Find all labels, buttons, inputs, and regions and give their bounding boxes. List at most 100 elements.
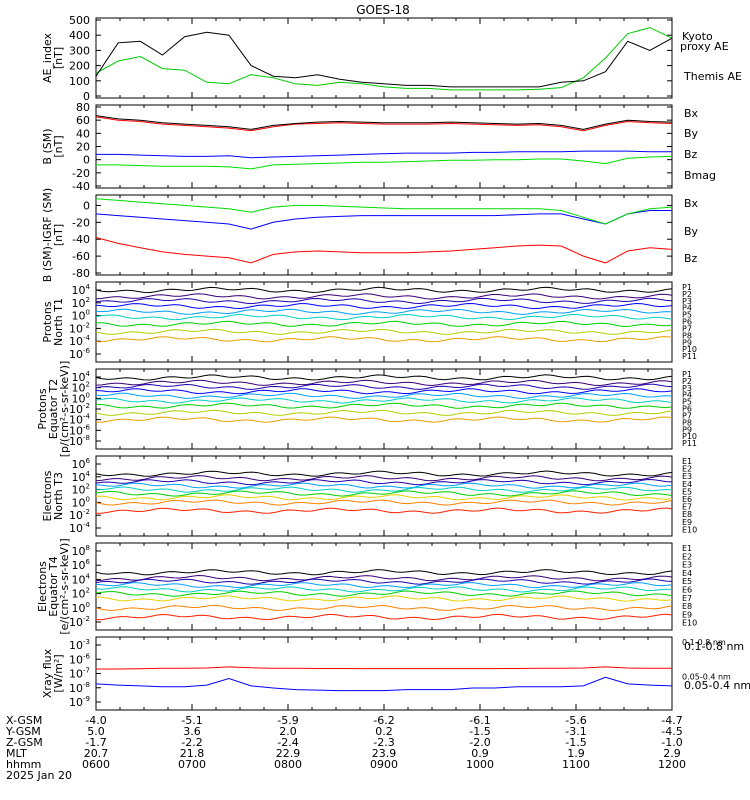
y-tick-label: 10-3	[69, 638, 90, 652]
series-line	[96, 416, 673, 423]
series-line	[95, 392, 673, 400]
legend-entry: E5	[682, 487, 692, 496]
y-tick-label: 0	[83, 199, 90, 212]
series-line	[95, 574, 673, 582]
panel-3: B (SM)-IGRF (SM)[nT] -80 -60 -40 -20 0	[41, 188, 673, 282]
series-line	[95, 237, 673, 264]
y-tick-label: 10-4	[69, 521, 91, 535]
legend-entry: E2	[682, 465, 692, 474]
y-tick-label: 40	[76, 127, 90, 140]
x-tick-label: 0.2	[375, 725, 393, 738]
y-tick-label: 104	[72, 283, 91, 297]
y-axis-label: [e/(cm²-s-sr-keV)]	[58, 538, 71, 634]
x-tick-label: 0.9	[471, 747, 489, 760]
series-line	[95, 470, 673, 477]
series-line	[95, 590, 673, 597]
y-tick-label: 10-7	[69, 667, 90, 681]
series-line	[95, 494, 673, 501]
legend-entry: E10	[682, 525, 697, 534]
date-label: 2025 Jan 20	[6, 769, 72, 782]
y-tick-label: 100	[72, 495, 90, 509]
series-line	[95, 379, 673, 387]
legend-entry: E4	[682, 480, 692, 489]
panel-frame	[95, 104, 673, 189]
legend-entry: Bmag	[684, 169, 716, 182]
y-axis-label: [p/(cm²-s-sr-keV)]	[58, 361, 71, 458]
row-label: Z-GSM	[6, 736, 43, 749]
y-tick-label: 20	[76, 141, 90, 154]
series-line	[95, 328, 673, 335]
y-axis-label: B (SM)	[41, 128, 54, 164]
legend-entry: By	[684, 225, 699, 238]
series-line	[95, 397, 673, 404]
legend-entry: P8	[682, 418, 692, 427]
y-tick-label: 60	[76, 114, 90, 127]
x-tick-label: -5.9	[277, 714, 298, 727]
x-tick-label: 20.7	[84, 747, 109, 760]
legend-entry: 0.1-0.8 nm	[684, 640, 744, 653]
legend-entry: P11	[682, 352, 697, 361]
x-tick-label: -5.6	[565, 714, 586, 727]
y-tick-label: 104	[72, 370, 91, 384]
y-tick-label: 100	[72, 391, 90, 405]
y-tick-label: 10-2	[69, 615, 90, 629]
legend-entry: E10	[682, 619, 697, 628]
y-tick-label: -80	[72, 267, 90, 280]
legend-entry: Bz	[684, 252, 698, 265]
y-axis-label: B (SM)-IGRF (SM)	[41, 188, 54, 282]
x-tick-label: -2.2	[181, 736, 202, 749]
legend-entry: P1	[682, 283, 692, 292]
series-line	[95, 308, 673, 315]
y-tick-label: 400	[69, 29, 90, 42]
y-tick-label: 10-6	[69, 652, 91, 666]
legend-entry: P9	[682, 338, 692, 347]
panel-frame	[95, 636, 673, 711]
legend-entry: E5	[682, 577, 692, 586]
series-line	[95, 486, 673, 493]
legend-entry: P4	[682, 391, 692, 400]
y-tick-label: -20	[72, 167, 90, 180]
x-tick-label: -4.0	[85, 714, 106, 727]
legend-entry: P1	[682, 370, 692, 379]
panel-8: Xray flux[W/m²] 0.1-0.8 nm 0.05-0.4 nm	[41, 636, 731, 711]
x-tick-label: -1.0	[661, 736, 682, 749]
x-tick-label: 3.6	[183, 725, 201, 738]
series-line	[95, 604, 673, 612]
series-line	[96, 150, 672, 159]
x-tick-label: 1200	[658, 758, 686, 771]
legend-entry: P3	[682, 297, 692, 306]
y-tick-label: 10-2	[69, 402, 90, 416]
series-line	[95, 482, 673, 489]
y-tick-label: 10-2	[69, 508, 90, 522]
legend-entry: E9	[682, 518, 692, 527]
x-tick-label: 2.0	[279, 725, 297, 738]
legend-entry: P8	[682, 331, 692, 340]
row-label: MLT	[6, 747, 27, 760]
legend-entry: P11	[682, 439, 697, 448]
x-tick-label: -4.7	[661, 714, 682, 727]
legend-entry: E3	[682, 561, 692, 570]
y-axis-label: [W/m²]	[52, 654, 65, 692]
x-tick-label: -5.1	[181, 714, 202, 727]
y-axis-label: [nT]	[52, 47, 65, 69]
x-tick-label: 0700	[178, 758, 206, 771]
x-tick-label: 23.9	[372, 747, 397, 760]
x-tick-label: 1000	[466, 758, 494, 771]
legend-entry: P2	[682, 290, 692, 299]
y-axis-label: Protons	[41, 301, 54, 342]
panel-1: AE_index[nT] 0 100 200 300 400 500	[41, 14, 673, 103]
x-tick-label: -2.4	[277, 736, 298, 749]
x-tick-label: -6.2	[373, 714, 394, 727]
x-tick-label: -6.1	[469, 714, 490, 727]
series-line	[95, 27, 673, 91]
series-line	[95, 490, 673, 497]
series-line	[95, 198, 673, 225]
legend-entry: P5	[682, 311, 692, 320]
legend-entry: Kyoto	[682, 30, 713, 43]
series-line	[95, 286, 673, 294]
series-line	[95, 383, 673, 390]
y-tick-label: 106	[72, 558, 91, 572]
